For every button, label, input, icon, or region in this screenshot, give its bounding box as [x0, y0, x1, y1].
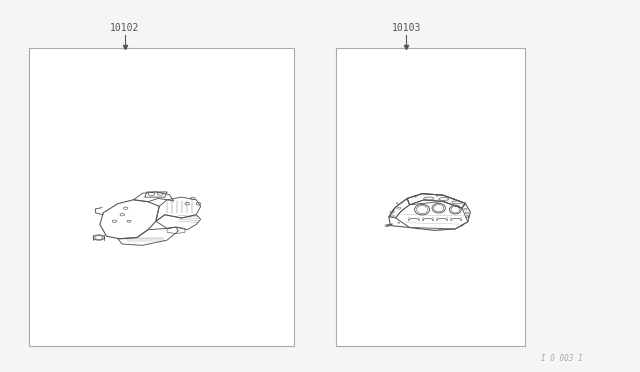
- Text: 10103: 10103: [392, 23, 421, 33]
- Polygon shape: [407, 194, 465, 208]
- Bar: [336, 48, 525, 346]
- Bar: [29, 48, 294, 346]
- Text: 10102: 10102: [110, 23, 140, 33]
- Text: I 0 003 I: I 0 003 I: [541, 354, 582, 363]
